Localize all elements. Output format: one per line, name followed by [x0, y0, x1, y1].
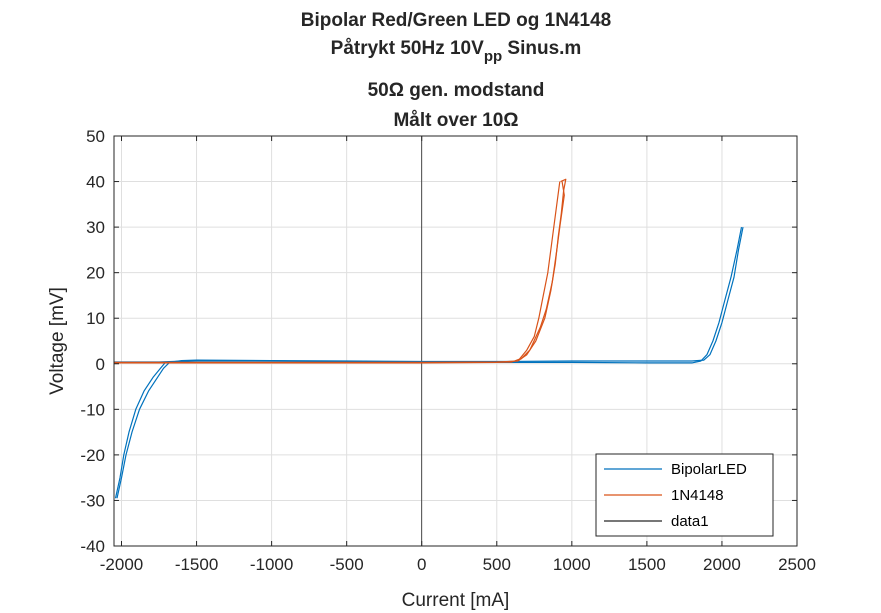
x-tick-label: 1500: [628, 555, 666, 574]
x-tick-label: -1000: [250, 555, 293, 574]
x-tick-label: -2000: [100, 555, 143, 574]
chart-title-line: Målt over 10Ω: [393, 110, 518, 131]
legend: BipolarLED 1N4148 data1: [595, 453, 774, 537]
x-tick-label: 2000: [703, 555, 741, 574]
series-line: [520, 181, 565, 360]
x-axis-ticks: -2000 -1500 -1000 -500 0 500 1000 1500 2000 2500: [100, 136, 816, 574]
series-1n4148: [114, 178, 567, 364]
chart-title: Bipolar Red/Green LED og 1N4148 Påtrykt 5…: [301, 10, 611, 131]
chart-title-line: 50Ω gen. modstand: [368, 80, 545, 101]
x-tick-label: -1500: [175, 555, 218, 574]
title-text: 50Ω gen. modstand: [368, 80, 545, 101]
legend-entry: data1: [671, 513, 709, 530]
plot-border: [113, 135, 798, 547]
y-tick-label: -40: [80, 537, 105, 556]
chart-title-line: Påtrykt 50Hz 10Vpp Sinus.m: [331, 38, 582, 65]
title-text: Bipolar Red/Green LED og 1N4148: [301, 10, 611, 31]
x-axis-label: Current [mA]: [402, 590, 510, 611]
series-bipolarled: [114, 226, 744, 499]
legend-entry: BipolarLED: [671, 461, 747, 478]
x-tick-label: 2500: [778, 555, 816, 574]
chart-title-line: Bipolar Red/Green LED og 1N4148: [301, 10, 611, 31]
y-tick-label: 30: [86, 218, 105, 237]
y-axis-label: Voltage [mV]: [47, 287, 68, 395]
y-tick-label: 50: [86, 127, 105, 146]
y-tick-label: -20: [80, 446, 105, 465]
x-tick-label: -500: [330, 555, 364, 574]
y-tick-label: 0: [96, 355, 105, 374]
y-tick-label: -10: [80, 400, 105, 419]
x-tick-label: 500: [483, 555, 511, 574]
y-tick-label: -30: [80, 491, 105, 510]
y-tick-label: 40: [86, 173, 105, 192]
legend-entry: 1N4148: [671, 487, 724, 504]
title-text: Sinus.m: [502, 38, 581, 59]
title-text: Målt over 10Ω: [393, 110, 518, 131]
title-text: Påtrykt 50Hz 10V: [331, 38, 484, 59]
x-tick-label: 0: [417, 555, 426, 574]
x-tick-label: 1000: [553, 555, 591, 574]
series-line: [114, 178, 567, 363]
title-subscript: pp: [484, 48, 502, 65]
series-group: [114, 136, 744, 546]
y-tick-label: 20: [86, 264, 105, 283]
series-line: [114, 360, 422, 499]
y-tick-label: 10: [86, 309, 105, 328]
y-axis-ticks: -40 -30 -20 -10 0 10 20 30 40 50: [80, 127, 797, 556]
